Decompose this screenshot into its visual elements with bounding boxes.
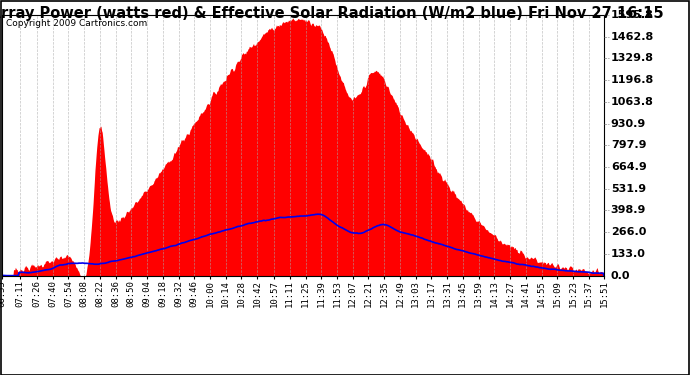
Text: 797.9: 797.9 [611, 140, 647, 150]
Text: 664.9: 664.9 [611, 162, 647, 172]
Text: 1063.8: 1063.8 [611, 97, 653, 107]
Text: 1329.8: 1329.8 [611, 54, 654, 63]
Text: 266.0: 266.0 [611, 227, 646, 237]
Text: 1462.8: 1462.8 [611, 32, 654, 42]
Text: 133.0: 133.0 [611, 249, 646, 259]
Text: West Array Power (watts red) & Effective Solar Radiation (W/m2 blue) Fri Nov 27 : West Array Power (watts red) & Effective… [0, 6, 664, 21]
Text: Copyright 2009 Cartronics.com: Copyright 2009 Cartronics.com [6, 19, 147, 28]
Text: 531.9: 531.9 [611, 184, 646, 194]
Text: 1196.8: 1196.8 [611, 75, 654, 85]
Text: 0.0: 0.0 [611, 271, 630, 280]
Text: 1595.8: 1595.8 [611, 10, 653, 20]
Text: 398.9: 398.9 [611, 206, 646, 216]
Text: 930.9: 930.9 [611, 118, 646, 129]
